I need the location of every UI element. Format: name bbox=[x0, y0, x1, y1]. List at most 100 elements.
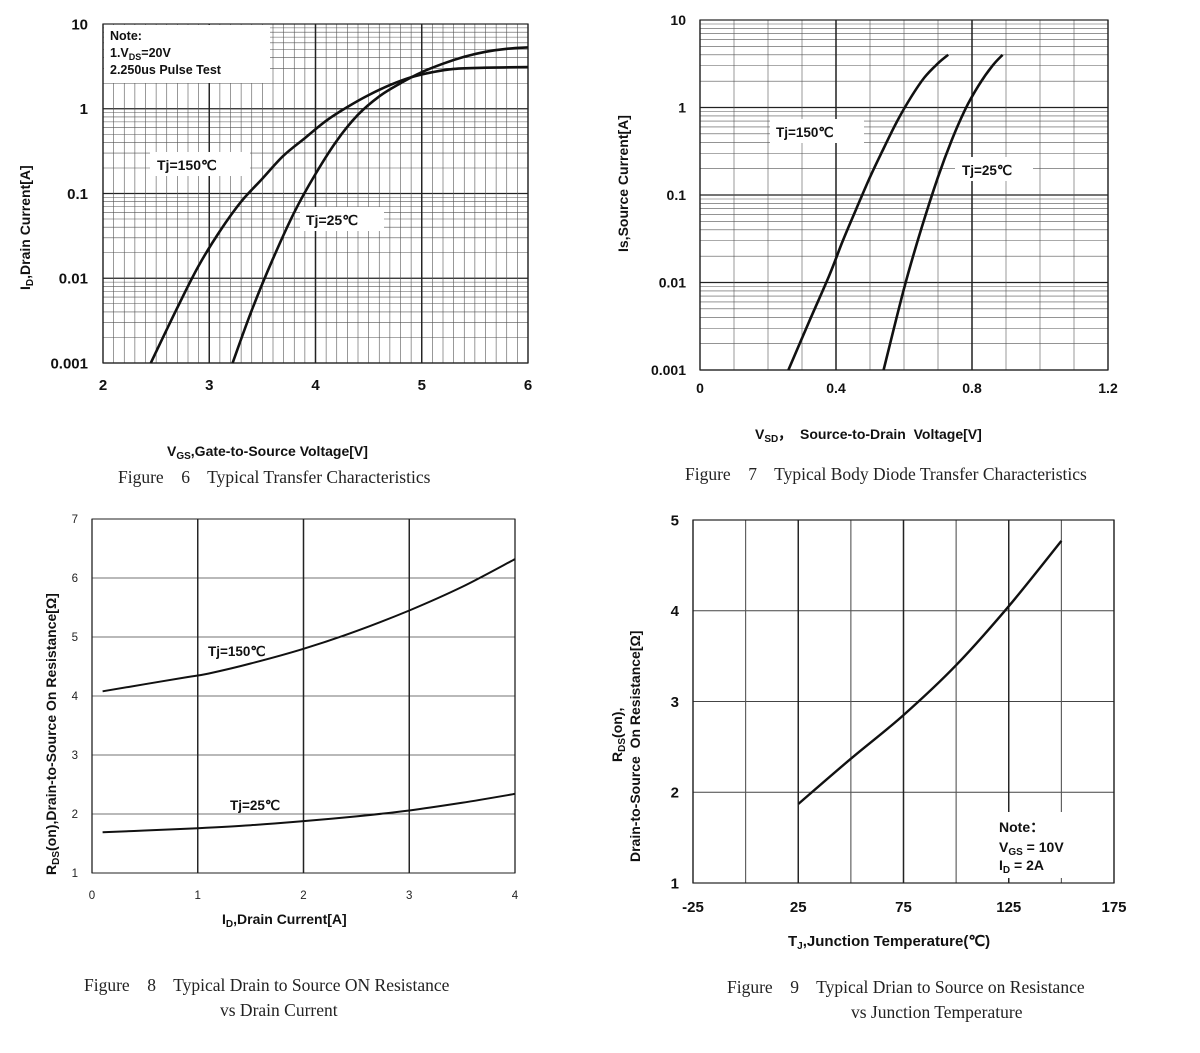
chart7-series-25c bbox=[882, 53, 1004, 371]
chart8-grid bbox=[91, 518, 516, 874]
chart9-y-axis-label-line2: Drain-to-Source On Resistance[Ω] bbox=[627, 631, 643, 862]
chart6-series-150c bbox=[149, 65, 529, 364]
chart9-y-ticks: 1 2 3 4 5 bbox=[671, 512, 680, 892]
chart8-y-tick-label: 1 bbox=[72, 868, 78, 880]
chart6-y-ticks: 0.001 0.01 0.1 1 10 bbox=[50, 16, 88, 372]
chart9-caption-line1: Figure 9 Typical Drian to Source on Resi… bbox=[727, 977, 1085, 997]
chart6-y-tick-label: 0.1 bbox=[67, 186, 88, 203]
chart8-y-tick-label: 2 bbox=[72, 809, 78, 821]
chart8-y-axis-label: RDS(on),Drain-to-Source On Resistance[Ω] bbox=[43, 593, 62, 875]
chart6-x-tick-label: 5 bbox=[418, 377, 426, 394]
chart7-frame bbox=[699, 19, 1109, 371]
chart9-y-tick-label: 1 bbox=[671, 875, 679, 892]
chart7-grid bbox=[699, 20, 1109, 371]
chart6-frame bbox=[102, 23, 529, 364]
chart7-y-tick-label: 0.01 bbox=[659, 274, 686, 290]
chart7-y-ticks: 0.001 0.01 0.1 1 10 bbox=[651, 12, 686, 378]
chart8-x-tick-label: 3 bbox=[406, 890, 412, 902]
chart8-y-tick-label: 7 bbox=[72, 514, 78, 526]
chart-figure-7: 0.001 0.01 0.1 1 10 0 0.4 0.8 1.2 Tj=150℃ Tj=25… bbox=[615, 12, 1118, 484]
chart6-y-axis-label: ID,Drain Current[A] bbox=[17, 165, 36, 290]
chart6-caption: Figure 6 Typical Transfer Characteristic… bbox=[118, 467, 431, 487]
chart9-y-tick-label: 5 bbox=[671, 512, 679, 529]
chart6-y-tick-label: 10 bbox=[71, 16, 88, 33]
chart9-series bbox=[797, 540, 1063, 805]
chart7-label-bg-25c bbox=[955, 157, 1033, 181]
chart7-y-tick-label: 1 bbox=[678, 99, 686, 115]
chart6-label-bg-150c bbox=[150, 152, 250, 176]
chart7-series-150c bbox=[787, 53, 950, 371]
chart6-x-tick-label: 3 bbox=[205, 377, 213, 394]
chart8-y-tick-label: 3 bbox=[72, 750, 78, 762]
chart8-x-tick-label: 1 bbox=[195, 890, 201, 902]
chart8-series-25c bbox=[102, 792, 516, 834]
chart7-y-axis-label: Is,Source Current[A] bbox=[615, 115, 631, 252]
chart7-caption: Figure 7 Typical Body Diode Transfer Cha… bbox=[685, 464, 1087, 484]
chart7-x-tick-label: 0 bbox=[696, 380, 704, 396]
chart7-x-tick-label: 0.4 bbox=[826, 380, 846, 396]
chart7-label-bg-150c bbox=[770, 119, 864, 143]
chart8-x-tick-label: 0 bbox=[89, 890, 95, 902]
chart6-y-tick-label: 0.001 bbox=[50, 355, 88, 372]
chart-figure-6: 0.001 0.01 0.1 1 10 2 3 4 5 6 Note: 1.VDS=20V 2.… bbox=[17, 16, 532, 487]
chart7-label-25c: Tj=25℃ bbox=[962, 163, 1013, 178]
chart6-note-title: Note: bbox=[110, 29, 142, 43]
chart8-y-tick-label: 5 bbox=[72, 632, 78, 644]
chart8-y-ticks: 1 2 3 4 5 6 7 bbox=[72, 514, 79, 880]
chart9-x-tick-label: 75 bbox=[895, 899, 912, 916]
chart6-y-tick-label: 0.01 bbox=[59, 271, 88, 288]
chart9-x-tick-label: -25 bbox=[682, 899, 704, 916]
chart9-frame bbox=[692, 519, 1115, 884]
chart7-x-tick-label: 1.2 bbox=[1098, 380, 1118, 396]
chart6-x-ticks: 2 3 4 5 6 bbox=[99, 377, 532, 394]
chart6-note-line2: 2.250us Pulse Test bbox=[110, 63, 222, 77]
chart9-y-tick-label: 4 bbox=[671, 603, 680, 620]
chart8-x-tick-label: 4 bbox=[512, 890, 519, 902]
chart9-x-tick-label: 25 bbox=[790, 899, 807, 916]
chart9-x-ticks: -25 25 75 125 175 bbox=[682, 899, 1126, 916]
chart8-label-25c: Tj=25℃ bbox=[230, 798, 281, 813]
chart9-note-title: Note： bbox=[999, 819, 1044, 835]
chart6-x-axis-label: VGS,Gate-to-Source Voltage[V] bbox=[167, 443, 368, 462]
chart7-label-150c: Tj=150℃ bbox=[776, 125, 834, 140]
chart6-note-box bbox=[104, 25, 270, 83]
chart6-label-25c: Tj=25℃ bbox=[306, 212, 358, 228]
chart8-caption-line1: Figure 8 Typical Drain to Source ON Resi… bbox=[84, 975, 450, 995]
chart9-y-axis-label-line1: RDS(on), bbox=[609, 708, 628, 762]
chart9-note-box bbox=[960, 812, 1074, 878]
chart6-note-line1: 1.VDS=20V bbox=[110, 46, 171, 62]
chart7-y-tick-label: 0.001 bbox=[651, 362, 686, 378]
chart8-x-tick-label: 2 bbox=[300, 890, 306, 902]
chart6-x-tick-label: 4 bbox=[311, 377, 320, 394]
chart9-x-tick-label: 125 bbox=[996, 899, 1021, 916]
chart6-y-tick-label: 1 bbox=[80, 101, 88, 118]
chart9-y-tick-label: 2 bbox=[671, 785, 679, 802]
chart8-y-tick-label: 4 bbox=[72, 691, 79, 703]
chart9-y-tick-label: 3 bbox=[671, 694, 679, 711]
chart-figure-9: 1 2 3 4 5 -25 25 75 125 175 Note： VGS = 10V ID =… bbox=[609, 512, 1127, 1022]
chart6-label-150c: Tj=150℃ bbox=[157, 157, 217, 173]
chart6-x-tick-label: 2 bbox=[99, 377, 107, 394]
chart9-note-line1: VGS = 10V bbox=[999, 839, 1064, 858]
chart9-x-axis-label: TJ,Junction Temperature(℃) bbox=[788, 933, 990, 952]
chart8-y-tick-label: 6 bbox=[72, 573, 78, 585]
chart7-y-tick-label: 0.1 bbox=[667, 187, 687, 203]
chart6-x-tick-label: 6 bbox=[524, 377, 532, 394]
chart6-label-bg-25c bbox=[300, 207, 384, 231]
chart9-caption-line2: vs Junction Temperature bbox=[851, 1002, 1023, 1022]
chart8-series-150c bbox=[102, 558, 516, 693]
chart8-x-ticks: 0 1 2 3 4 bbox=[89, 890, 519, 902]
chart7-x-ticks: 0 0.4 0.8 1.2 bbox=[696, 380, 1118, 396]
chart7-x-tick-label: 0.8 bbox=[962, 380, 982, 396]
chart6-series-25c bbox=[231, 46, 529, 364]
chart9-x-tick-label: 175 bbox=[1101, 899, 1126, 916]
chart8-caption-line2: vs Drain Current bbox=[220, 1000, 338, 1020]
chart8-frame bbox=[91, 518, 516, 874]
chart7-y-tick-label: 10 bbox=[670, 12, 686, 28]
chart9-note-line2: ID = 2A bbox=[999, 857, 1044, 876]
chart8-label-150c: Tj=150℃ bbox=[208, 644, 266, 659]
chart8-x-axis-label: ID,Drain Current[A] bbox=[222, 911, 347, 930]
chart7-x-axis-label: VSD， Source-to-Drain Voltage[V] bbox=[755, 426, 982, 445]
